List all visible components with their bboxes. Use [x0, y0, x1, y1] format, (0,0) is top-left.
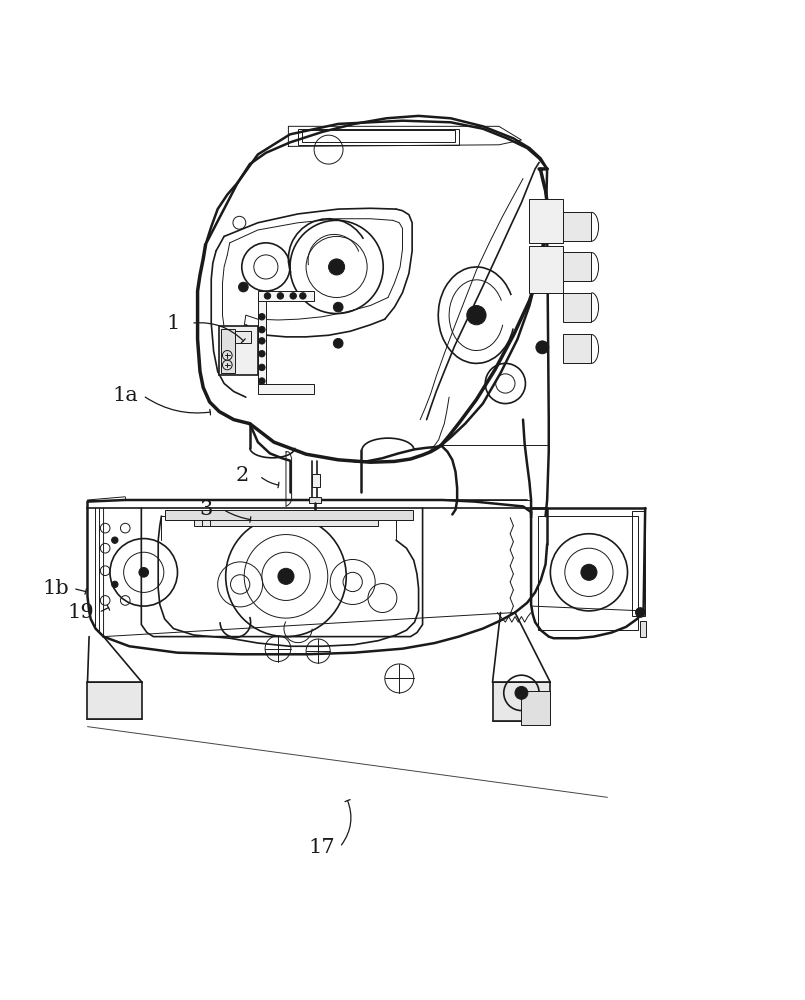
- Bar: [302, 130, 455, 142]
- Bar: [219, 326, 258, 375]
- Bar: [258, 291, 314, 301]
- Circle shape: [258, 351, 265, 357]
- Bar: [564, 293, 592, 322]
- Text: 2: 2: [235, 466, 249, 485]
- Circle shape: [277, 293, 283, 299]
- Bar: [564, 334, 592, 363]
- Bar: [221, 329, 235, 373]
- Circle shape: [258, 364, 265, 371]
- Bar: [530, 246, 564, 293]
- Circle shape: [278, 568, 294, 584]
- Circle shape: [328, 259, 345, 275]
- Circle shape: [258, 314, 265, 320]
- Bar: [538, 516, 638, 630]
- Circle shape: [290, 293, 296, 299]
- Circle shape: [333, 338, 343, 348]
- Bar: [493, 682, 551, 721]
- Bar: [235, 331, 251, 343]
- Circle shape: [581, 564, 597, 580]
- Circle shape: [635, 608, 645, 617]
- Bar: [258, 295, 266, 392]
- Bar: [88, 682, 142, 719]
- Circle shape: [258, 326, 265, 333]
- Circle shape: [467, 306, 486, 325]
- Text: 1b: 1b: [42, 579, 68, 598]
- Bar: [309, 497, 321, 503]
- Text: 3: 3: [199, 500, 213, 519]
- Circle shape: [238, 282, 248, 292]
- Bar: [258, 384, 314, 394]
- Bar: [633, 511, 645, 616]
- Circle shape: [112, 537, 118, 543]
- Circle shape: [112, 581, 118, 588]
- Circle shape: [515, 686, 528, 699]
- Bar: [312, 474, 320, 487]
- Bar: [522, 691, 550, 725]
- Bar: [298, 129, 459, 145]
- Circle shape: [264, 293, 270, 299]
- Circle shape: [333, 302, 343, 312]
- Bar: [564, 212, 592, 241]
- Bar: [166, 510, 413, 520]
- Circle shape: [139, 568, 149, 577]
- Circle shape: [258, 378, 265, 384]
- Circle shape: [536, 341, 549, 354]
- Text: 17: 17: [309, 838, 336, 857]
- Text: 1a: 1a: [113, 386, 138, 405]
- Circle shape: [299, 293, 306, 299]
- Text: 19: 19: [68, 603, 94, 622]
- Bar: [530, 199, 564, 243]
- Text: 1: 1: [167, 314, 180, 333]
- Bar: [564, 252, 592, 281]
- Circle shape: [258, 338, 265, 344]
- Bar: [303, 514, 327, 521]
- Bar: [639, 621, 646, 637]
- Bar: [193, 511, 378, 526]
